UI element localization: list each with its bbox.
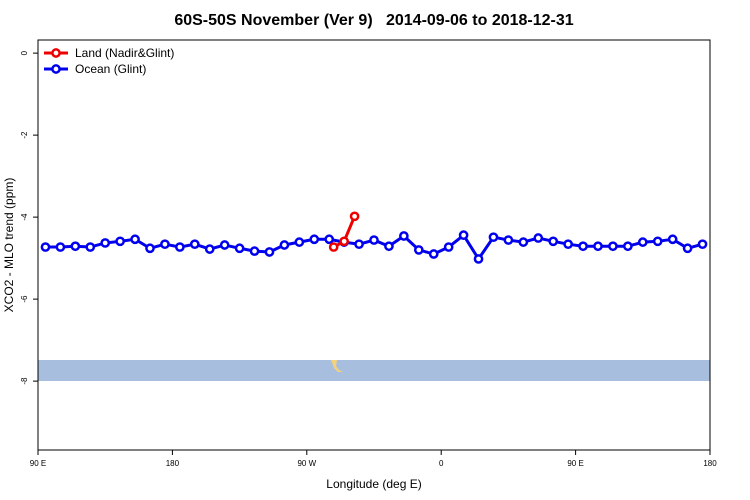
point xyxy=(219,240,230,250)
map-band xyxy=(38,360,710,381)
x-tick-label: 90 W xyxy=(297,459,316,468)
point xyxy=(548,236,559,247)
point xyxy=(369,235,379,245)
point xyxy=(443,242,454,252)
plot-frame xyxy=(37,39,711,451)
point xyxy=(682,243,693,254)
point xyxy=(175,242,185,252)
point xyxy=(399,231,409,241)
point xyxy=(608,241,618,252)
point xyxy=(204,244,215,254)
x-tick-label: 0 xyxy=(439,459,444,468)
point xyxy=(100,238,111,248)
y-tick-label: -2 xyxy=(20,131,29,139)
x-tick-label: 180 xyxy=(166,459,180,468)
point xyxy=(349,211,360,222)
legend-label: Ocean (Glint) xyxy=(75,62,146,76)
point xyxy=(324,234,335,245)
point xyxy=(637,237,648,247)
y-axis-label: XCO2 - MLO trend (ppm) xyxy=(2,178,16,313)
point xyxy=(593,241,603,252)
point xyxy=(279,240,290,250)
legend-label: Land (Nadir&Glint) xyxy=(75,46,174,60)
point xyxy=(578,241,588,252)
point xyxy=(55,242,66,252)
point xyxy=(503,235,514,245)
chart-title: 60S-50S November (Ver 9) 2014-09-06 to 2… xyxy=(174,12,573,29)
x-tick-label: 180 xyxy=(703,459,717,468)
point xyxy=(623,241,633,252)
point xyxy=(413,245,424,255)
point xyxy=(70,241,81,252)
y-tick-label: 0 xyxy=(20,50,29,55)
y-tick-label: -4 xyxy=(20,213,29,221)
point xyxy=(294,237,305,247)
point xyxy=(328,242,339,252)
point xyxy=(518,237,529,247)
point xyxy=(473,254,484,264)
point xyxy=(40,242,51,252)
point xyxy=(354,239,364,250)
point xyxy=(160,239,170,250)
land-shape xyxy=(331,360,343,372)
point xyxy=(488,232,499,243)
point xyxy=(189,239,200,250)
point xyxy=(667,234,678,245)
point xyxy=(85,242,96,252)
point xyxy=(130,234,140,245)
point xyxy=(264,247,275,257)
x-axis-label: Longitude (deg E) xyxy=(326,477,421,491)
point xyxy=(563,239,573,250)
point xyxy=(309,234,320,245)
point xyxy=(533,233,544,243)
y-tick-label: -6 xyxy=(20,295,29,303)
point xyxy=(339,236,349,247)
x-tick-label: 90 E xyxy=(30,459,46,468)
point xyxy=(115,236,125,247)
point xyxy=(145,243,155,254)
point xyxy=(428,249,439,259)
point xyxy=(249,246,260,256)
x-tick-label: 90 E xyxy=(567,459,583,468)
point xyxy=(652,236,663,247)
legend-marker xyxy=(51,64,61,74)
point xyxy=(458,230,469,241)
point xyxy=(697,239,708,250)
point xyxy=(234,243,245,254)
point xyxy=(384,241,394,252)
legend-marker xyxy=(51,48,61,58)
y-tick-label: -8 xyxy=(20,377,29,385)
